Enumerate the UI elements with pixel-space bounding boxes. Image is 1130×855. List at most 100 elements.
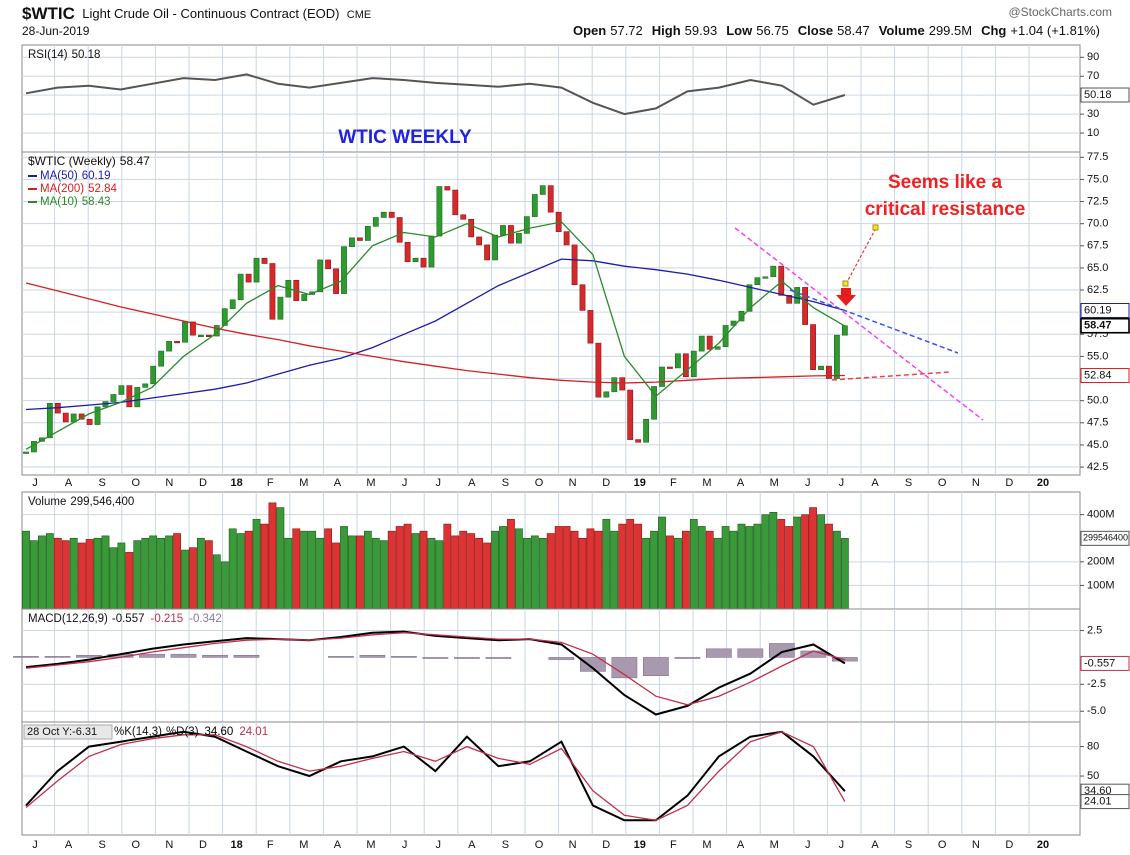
y-tick-label: 90 [1087,51,1099,63]
histogram-bar [674,657,701,659]
x-tick-label: 20 [1037,839,1049,851]
tooltip-box [23,724,113,740]
annotations [734,224,984,421]
x-tick-label: A [334,839,342,851]
indicator-line [25,632,846,706]
candle [420,257,427,268]
candle [770,265,777,278]
volume-bar [705,530,714,610]
x-tick-label: D [199,477,207,489]
value-chip [1080,530,1130,546]
x-tick-label: F [267,839,274,851]
volume-bar [189,547,197,610]
x-tick-label: N [972,839,980,851]
x-tick-label: S [905,839,912,851]
histogram-bar [611,657,638,679]
candle [595,342,602,398]
volume-bar [228,528,237,610]
y-tick-label: 72.5 [1087,195,1108,207]
volume-bar [427,537,436,610]
candle [372,217,379,227]
candle [150,365,157,385]
candle [269,263,276,320]
quote-value: 59.93 [685,23,718,38]
candle [341,246,347,294]
histogram-bar [643,657,669,676]
candle [134,387,141,408]
legend-value: -0.215 [151,613,184,625]
x-tick-label: A [871,839,879,851]
x-tick-label: 18 [230,477,242,489]
volume-bar [45,533,54,610]
x-tick-label: M [299,477,308,489]
candle [643,418,649,443]
y-tick-label: 200M [1087,556,1115,568]
candle [563,231,570,246]
y-tick-label: 70.0 [1087,218,1108,230]
candle [62,412,69,423]
candle [182,321,188,343]
y-tick-label: 75.0 [1087,173,1108,185]
candle [547,185,554,213]
candle [166,341,172,352]
volume-bar [745,526,754,610]
candle [110,394,117,402]
legend-name: MA(50) [40,170,78,182]
volume-bar [30,540,38,610]
x-tick-label: M [770,839,779,851]
instrument-name: Light Crude Oil - Continuous Contract (E… [82,6,339,21]
x-tick-label: O [535,477,544,489]
volume-bar [817,514,825,610]
volume-bar [530,535,539,610]
candle [539,185,546,195]
header-line: $WTIC Light Crude Oil - Continuous Contr… [22,4,371,23]
legend: MA(200) 52.84 [40,183,117,195]
histogram-bar [706,648,732,658]
legend: MACD(12,26,9) -0.557 -0.215 -0.342 [28,613,222,625]
candle [70,413,77,423]
quote-value: 58.47 [837,23,870,38]
histogram-bar [139,653,165,658]
x-tick-label: O [938,839,947,851]
y-tick-label: 50.0 [1087,395,1108,407]
quote-label: Close [798,23,833,38]
x-tick-label: F [267,477,274,489]
volume-bar [546,533,555,610]
y-tick-label: 47.5 [1087,417,1108,429]
legend-name: MA(200) [40,183,84,195]
histogram-bar [548,657,575,660]
histogram-bar [800,650,827,658]
candle [333,268,339,294]
candle [436,186,443,237]
quote-label: High [652,23,681,38]
volume-bar [284,537,293,610]
value-chip-label: 52.84 [1084,369,1112,381]
candle [802,287,808,325]
volume-bar [101,535,110,610]
volume-bar [737,523,746,610]
volume-bar [133,540,142,610]
volume-bar [371,537,380,610]
x-tick-label: D [602,839,610,851]
x-tick-label: J [402,477,408,489]
volume-bar [689,519,698,610]
volume-bar [832,530,841,610]
x-tick-label: D [602,477,610,489]
x-tick-label: N [972,477,980,489]
value-chip [1080,655,1130,671]
candle [587,310,594,344]
volume-bar [578,537,587,610]
candle [738,310,745,322]
volume-bar [753,523,762,610]
legend-value: 60.19 [82,170,111,182]
volume-bar [634,523,643,610]
volume-bar [626,519,635,610]
candle [325,259,331,270]
value-chip-label: 299546400 [1083,533,1128,543]
x-tick-label: A [737,839,745,851]
indicator-line [25,630,846,716]
volume-bar [801,514,809,610]
volume-bar [554,526,563,610]
candle [468,218,475,238]
volume-bar [610,530,619,610]
